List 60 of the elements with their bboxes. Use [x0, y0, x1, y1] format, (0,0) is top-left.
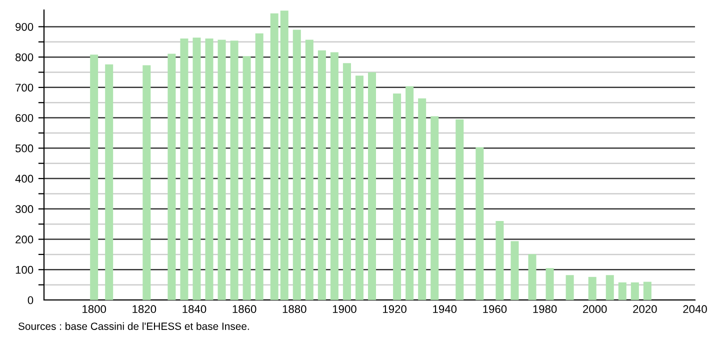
y-tick-label: 700	[16, 84, 34, 92]
bar	[528, 254, 536, 300]
bar	[643, 282, 652, 300]
bar	[418, 98, 426, 300]
bar	[566, 275, 574, 300]
bar	[342, 63, 351, 300]
bar	[218, 40, 226, 300]
x-tick-label: 1980	[533, 305, 557, 314]
x-tick-label: 1840	[182, 305, 206, 314]
bar	[496, 221, 504, 300]
y-tick-label: 200	[16, 236, 34, 244]
bar	[280, 10, 288, 300]
bar	[270, 13, 278, 300]
y-tick-label: 0	[28, 296, 34, 304]
x-tick-label: 1880	[282, 305, 306, 314]
bar	[242, 56, 251, 300]
bar	[330, 52, 338, 300]
bar	[406, 86, 414, 300]
bar	[546, 268, 554, 300]
bar	[90, 54, 98, 300]
source-note: Sources : base Cassini de l'EHESS et base Insee.	[18, 322, 249, 330]
bar	[105, 64, 114, 300]
bar	[192, 38, 201, 300]
bar	[368, 72, 376, 300]
bar	[606, 275, 614, 300]
x-tick-label: 1900	[332, 305, 356, 314]
bar	[230, 40, 238, 300]
x-tick-label: 2000	[583, 305, 607, 314]
bar	[510, 241, 519, 300]
x-tick-label: 1960	[483, 305, 507, 314]
y-tick-label: 400	[15, 174, 34, 183]
bar	[292, 30, 301, 300]
x-tick-label: 1920	[383, 305, 406, 314]
bar	[305, 40, 314, 300]
y-tick-label: 500	[15, 144, 34, 152]
y-tick-label: 300	[15, 205, 34, 214]
x-tick-label: 1820	[132, 305, 156, 314]
y-tick-label: 900	[16, 22, 34, 31]
y-tick-label: 100	[16, 266, 34, 274]
bar	[456, 119, 464, 300]
bar	[180, 38, 188, 300]
bar	[630, 282, 639, 300]
y-tick-label: 600	[16, 114, 34, 122]
bar	[618, 282, 626, 300]
bar	[255, 33, 264, 300]
bar	[205, 38, 214, 300]
y-tick-label: 800	[16, 53, 34, 62]
x-tick-label: 1800	[82, 305, 106, 314]
bar	[168, 54, 176, 300]
bar	[355, 76, 364, 300]
x-tick-label: 1860	[232, 305, 256, 314]
bar	[142, 65, 151, 300]
bar	[430, 116, 439, 300]
x-tick-label: 1940	[433, 305, 457, 314]
bar	[318, 50, 326, 300]
x-tick-label: 2020	[633, 305, 657, 314]
bar	[476, 147, 484, 300]
bar	[393, 94, 402, 300]
x-tick-label: 2040	[683, 305, 707, 314]
bar	[588, 276, 596, 300]
